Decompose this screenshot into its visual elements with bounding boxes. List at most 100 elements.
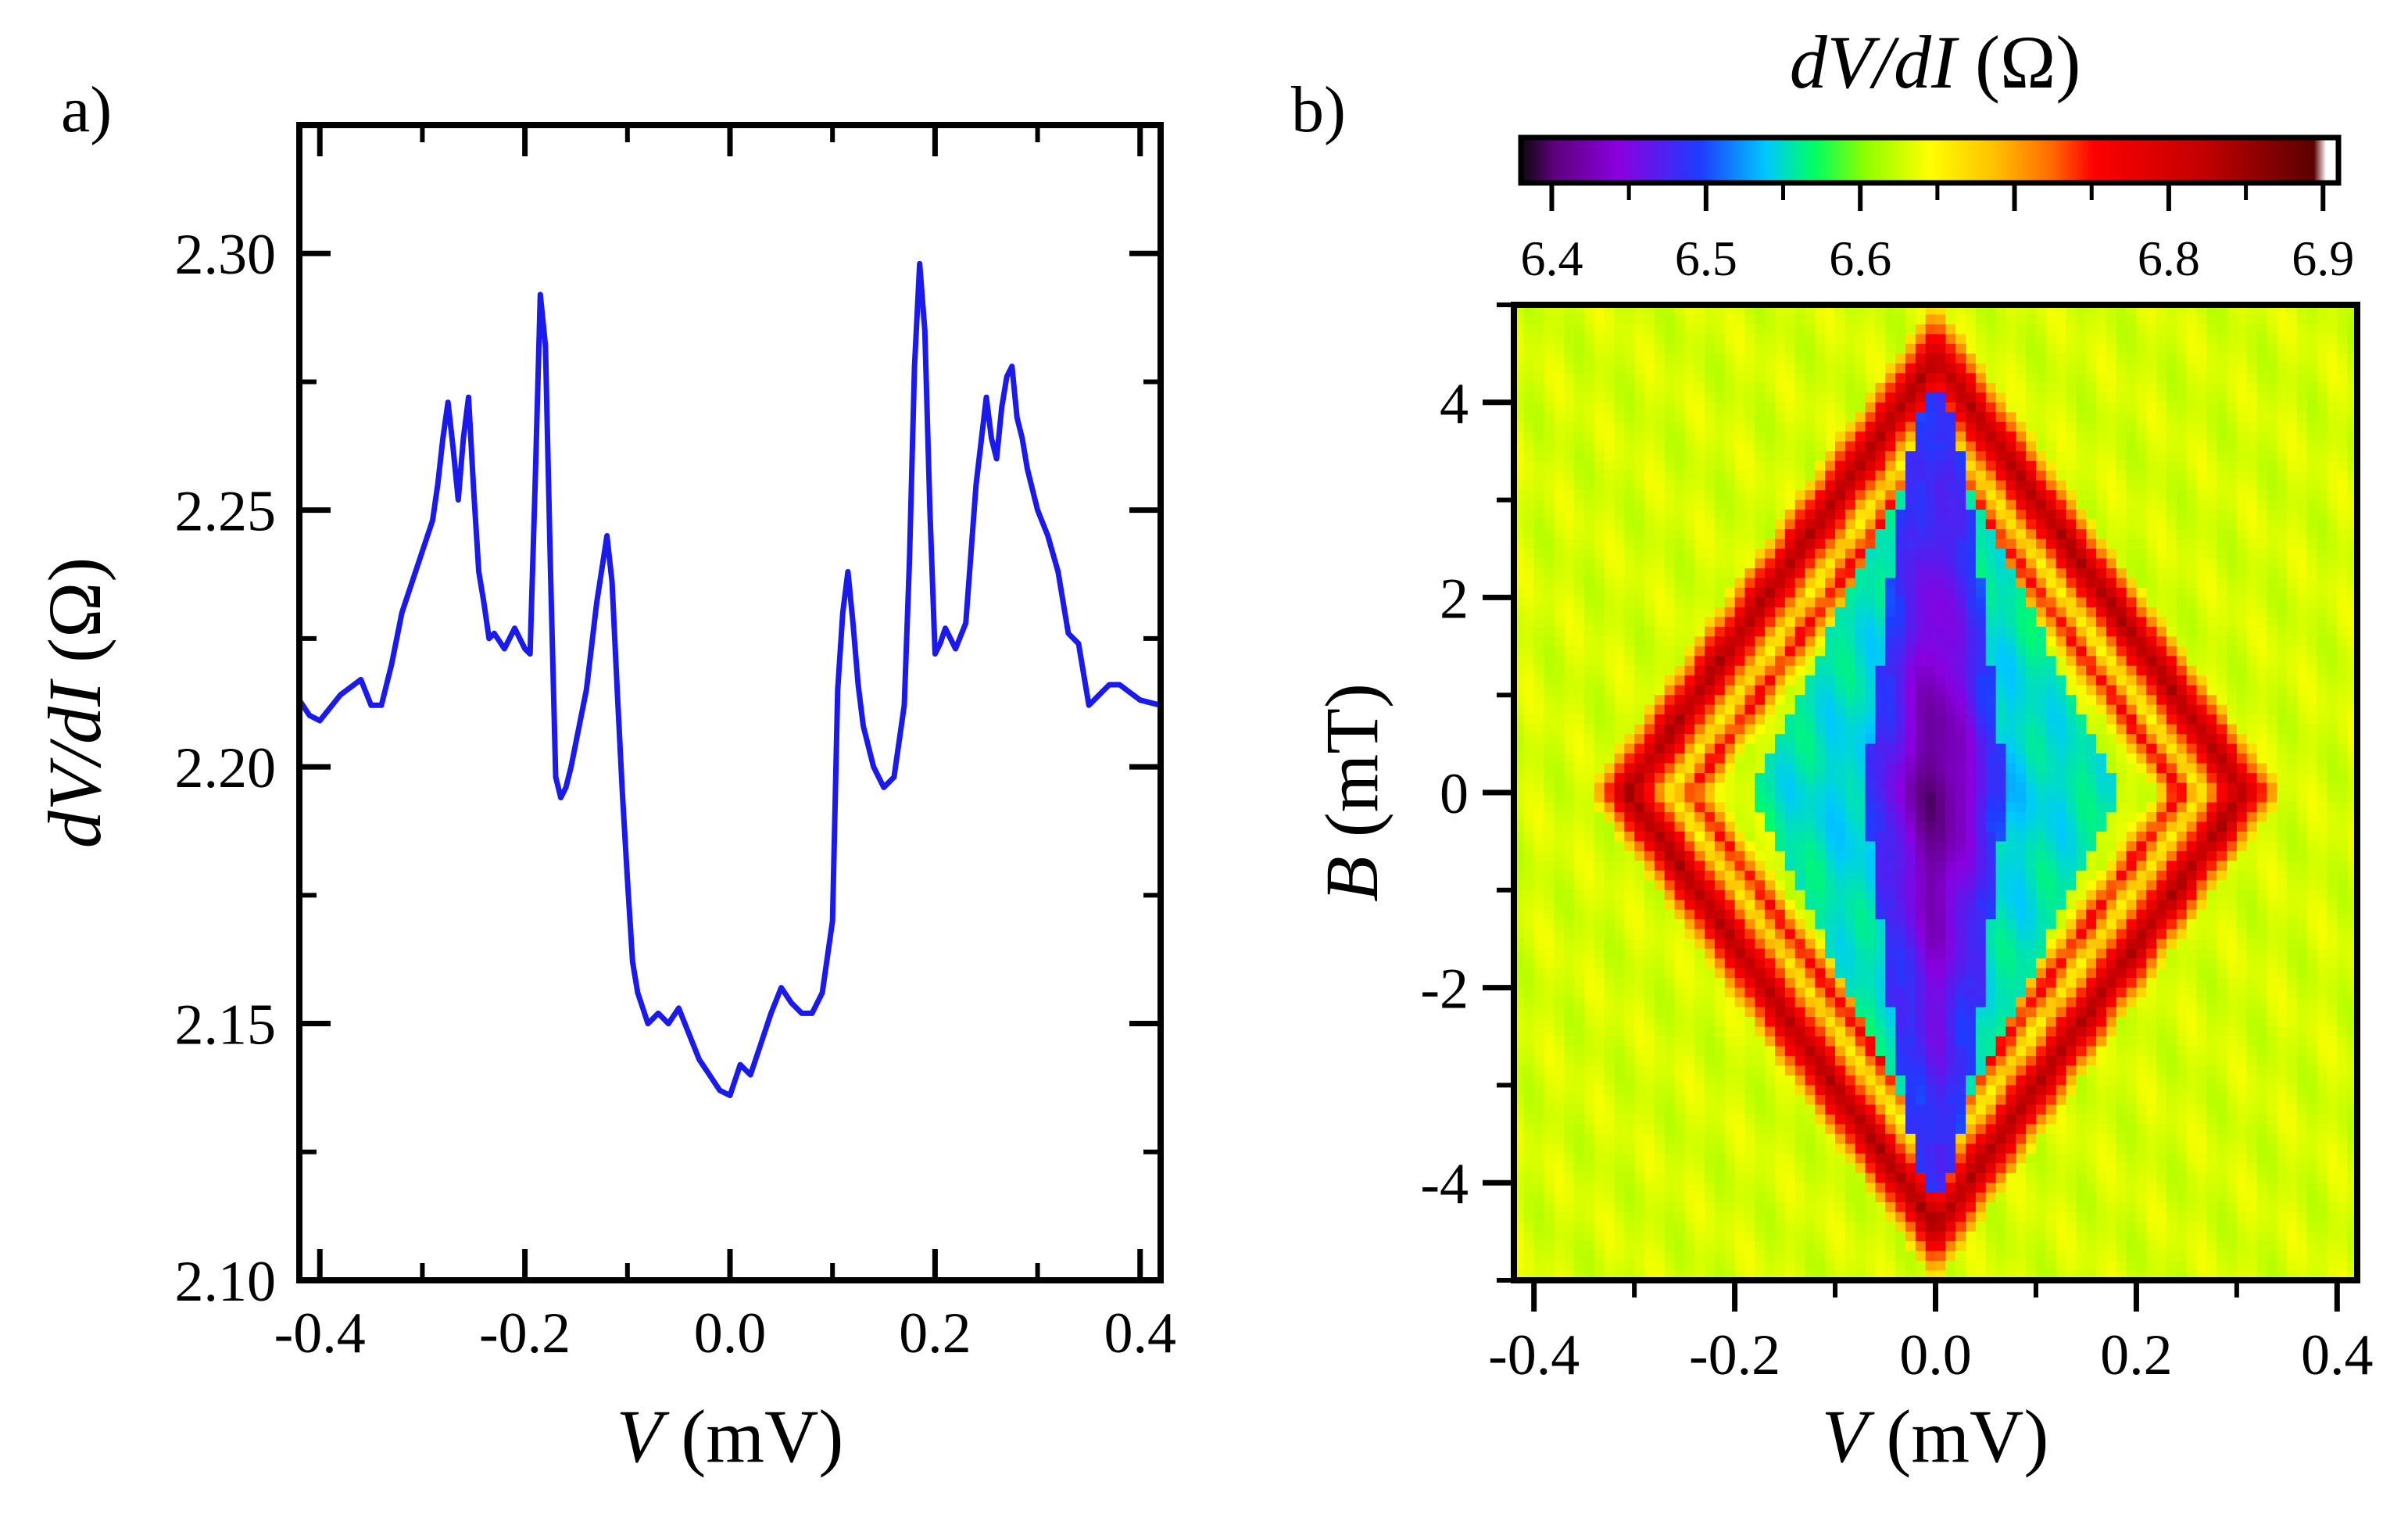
heatmap-cell (1995, 412, 2007, 423)
heatmap-cell (1574, 753, 1585, 764)
heatmap-cell (1604, 821, 1615, 832)
heatmap-cell (1614, 549, 1626, 560)
heatmap-cell (1604, 636, 1615, 647)
heatmap-cell (1734, 821, 1746, 832)
heatmap-cell (2156, 821, 2167, 832)
heatmap-cell (2287, 314, 2298, 325)
heatmap-cell (1583, 714, 1595, 725)
heatmap-cell (1523, 646, 1535, 657)
heatmap-cell (2136, 841, 2148, 852)
heatmap-cell (2076, 392, 2087, 403)
heatmap-cell (1985, 587, 1997, 599)
heatmap-cell (1885, 431, 1896, 442)
heatmap-cell (1955, 353, 1966, 364)
heatmap-cell (1574, 539, 1585, 549)
heatmap-cell (2096, 704, 2107, 715)
heatmap-cell (1774, 402, 1786, 413)
heatmap-cell (1574, 529, 1585, 540)
heatmap-cell (1583, 665, 1595, 677)
heatmap-cell (1765, 558, 1776, 569)
heatmap-cell (2076, 763, 2087, 774)
heatmap-cell (1734, 578, 1746, 589)
heatmap-cell (1544, 607, 1555, 618)
heatmap-cell (2116, 850, 2127, 862)
heatmap-cell (1815, 460, 1827, 471)
heatmap-cell (1765, 471, 1776, 481)
heatmap-cell (2166, 793, 2177, 804)
heatmap-cell (1885, 763, 1896, 774)
heatmap-cell (1825, 743, 1836, 754)
heatmap-cell (1805, 510, 1816, 521)
heatmap-cell (1955, 811, 1966, 823)
heatmap-cell (2256, 811, 2268, 823)
colorbar-ticks: 6.4 6.5 6.6 6.8 6.9 (1520, 183, 2354, 286)
heatmap-cell (2317, 567, 2328, 579)
heatmap-cell (1815, 646, 1827, 657)
heatmap-cell (1533, 782, 1545, 793)
heatmap-cell (2056, 343, 2067, 355)
heatmap-cell (2096, 539, 2107, 549)
heatmap-cell (2227, 510, 2238, 521)
heatmap-cell (1574, 743, 1585, 754)
heatmap-cell (1554, 773, 1565, 784)
heatmap-cell (1985, 597, 1997, 608)
heatmap-cell (2156, 402, 2167, 413)
heatmap-cell (1634, 431, 1645, 442)
heatmap-cell (1815, 324, 1827, 335)
heatmap-cell (2026, 597, 2037, 608)
heatmap-cell (2045, 324, 2057, 335)
heatmap-cell (1674, 714, 1686, 725)
heatmap-cell (2217, 392, 2227, 403)
heatmap-cell (2327, 773, 2338, 784)
heatmap-cell (1985, 753, 1997, 764)
heatmap-cell (1654, 441, 1666, 452)
heatmap-cell (2086, 714, 2097, 725)
heatmap-cell (1734, 743, 1746, 754)
heatmap-cell (2086, 324, 2097, 335)
heatmap-cell (2016, 363, 2027, 374)
heatmap-cell (1724, 811, 1736, 823)
heatmap-cell (1794, 549, 1806, 560)
heatmap-cell (1895, 353, 1906, 364)
heatmap-cell (2306, 353, 2318, 364)
heatmap-cell (1554, 636, 1565, 647)
heatmap-cell (1614, 490, 1626, 501)
heatmap-cell (2246, 704, 2258, 715)
heatmap-cell (2236, 704, 2248, 715)
heatmap-cell (2267, 695, 2278, 706)
heatmap-cell (1554, 841, 1565, 852)
heatmap-cell (2296, 685, 2308, 696)
heatmap-cell (1594, 685, 1605, 696)
heatmap-cell (1574, 451, 1585, 462)
heatmap-cell (2126, 656, 2138, 667)
heatmap-cell (1794, 382, 1806, 394)
heatmap-cell (2146, 499, 2157, 510)
heatmap-cell (1995, 821, 2007, 832)
heatmap-cell (1915, 539, 1927, 549)
heatmap-cell (1755, 519, 1766, 530)
heatmap-cell (1744, 597, 1756, 608)
heatmap-cell (2066, 539, 2077, 549)
heatmap-cell (1774, 412, 1786, 423)
heatmap-cell (2317, 382, 2328, 394)
heatmap-cell (1885, 793, 1896, 804)
heatmap-cell (1875, 656, 1887, 667)
heatmap-cell (1734, 382, 1746, 394)
heatmap-cell (1925, 539, 1937, 549)
heatmap-cell (2086, 373, 2097, 384)
heatmap-cell (2236, 773, 2248, 784)
heatmap-cell (2106, 314, 2117, 325)
heatmap-cell (2287, 821, 2298, 832)
heatmap-cell (1885, 460, 1896, 471)
heatmap-cell (1895, 675, 1906, 686)
heatmap-cell (2327, 373, 2338, 384)
heatmap-cell (1634, 734, 1645, 745)
heatmap-cell (1664, 704, 1676, 715)
heatmap-cell (1574, 870, 1585, 882)
heatmap-cell (1523, 870, 1535, 882)
heatmap-cell (1865, 441, 1877, 452)
heatmap-cell (1654, 324, 1666, 335)
heatmap-cell (1734, 597, 1746, 608)
heatmap-cell (2005, 392, 2017, 403)
heatmap-cell (2217, 850, 2227, 862)
